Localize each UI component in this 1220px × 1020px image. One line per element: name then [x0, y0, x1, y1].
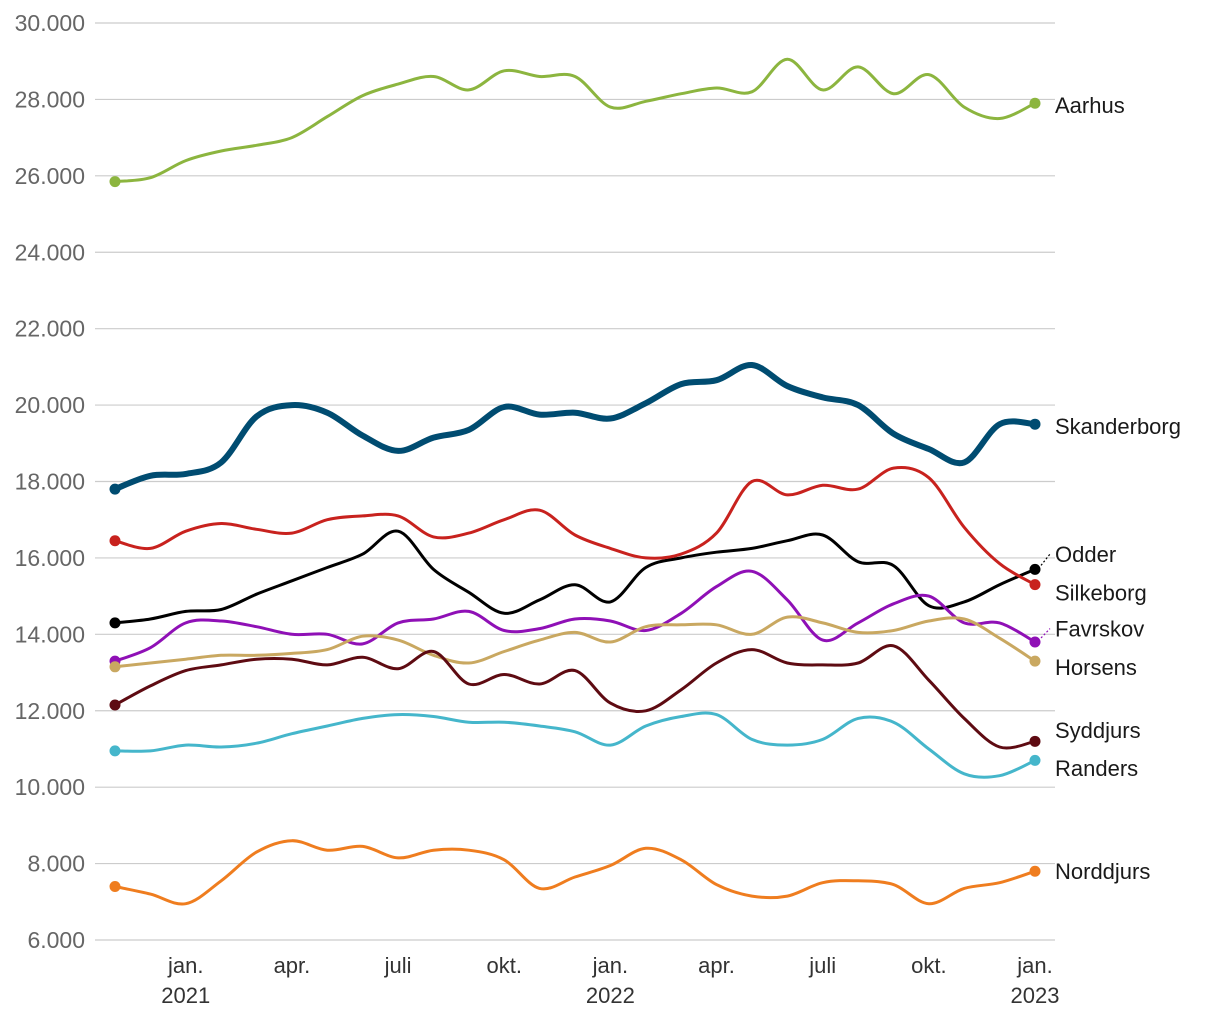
series-label-horsens: Horsens — [1055, 655, 1137, 680]
y-tick-label: 20.000 — [15, 392, 85, 418]
end-marker-silkeborg — [1029, 579, 1041, 591]
x-tick-label: okt. — [486, 953, 521, 978]
series-horsens — [109, 615, 1041, 673]
series-randers — [109, 711, 1041, 779]
series-label-randers: Randers — [1055, 756, 1138, 781]
y-tick-label: 30.000 — [15, 10, 85, 36]
start-marker-silkeborg — [109, 535, 121, 547]
series-line-randers — [113, 711, 1037, 779]
series-label-odder: Odder — [1055, 542, 1116, 567]
series-aarhus — [109, 57, 1041, 188]
x-tick-label: juli — [384, 953, 412, 978]
series-skanderborg — [109, 362, 1041, 495]
series-line-syddjurs — [113, 644, 1037, 750]
y-tick-label: 28.000 — [15, 86, 85, 112]
series-layer — [109, 57, 1041, 906]
series-norddjurs — [109, 839, 1041, 906]
x-tick-label: apr. — [274, 953, 311, 978]
end-marker-randers — [1029, 754, 1041, 766]
x-tick-label: apr. — [698, 953, 735, 978]
end-marker-horsens — [1029, 655, 1041, 667]
end-marker-syddjurs — [1029, 735, 1041, 747]
series-line-aarhus — [113, 57, 1037, 184]
end-marker-norddjurs — [1029, 865, 1041, 877]
x-tick-label: jan. — [1016, 953, 1052, 978]
y-tick-label: 10.000 — [15, 774, 85, 800]
y-tick-label: 14.000 — [15, 621, 85, 647]
x-tick-label: okt. — [911, 953, 946, 978]
end-marker-favrskov — [1029, 636, 1041, 648]
x-tick-year: 2021 — [161, 983, 210, 1008]
series-odder — [109, 529, 1041, 629]
x-tick-year: 2022 — [586, 983, 635, 1008]
y-tick-label: 12.000 — [15, 698, 85, 724]
series-line-favrskov — [113, 569, 1037, 663]
y-tick-label: 26.000 — [15, 163, 85, 189]
end-labels: Aarhus Skanderborg Odder Silkeborg Favrskov H… — [1040, 93, 1181, 884]
series-label-syddjurs: Syddjurs — [1055, 718, 1141, 743]
series-line-silkeborg — [113, 465, 1037, 587]
label-connector-odder — [1040, 553, 1051, 566]
x-tick-label: jan. — [167, 953, 203, 978]
series-silkeborg — [109, 465, 1041, 591]
y-tick-label: 22.000 — [15, 316, 85, 342]
x-tick-label: jan. — [592, 953, 628, 978]
y-tick-label: 18.000 — [15, 469, 85, 495]
start-marker-odder — [109, 617, 121, 629]
x-axis-ticks: jan. 2021 apr. juli okt. jan. 2022 apr. juli okt.… — [161, 953, 1059, 1008]
start-marker-randers — [109, 745, 121, 757]
start-marker-skanderborg — [109, 483, 121, 495]
label-connector-favrskov — [1040, 628, 1051, 639]
series-line-norddjurs — [113, 839, 1037, 906]
grid-layer — [95, 22, 1055, 941]
series-syddjurs — [109, 644, 1041, 750]
x-tick-year: 2023 — [1011, 983, 1060, 1008]
y-tick-label: 8.000 — [27, 851, 85, 877]
y-tick-label: 16.000 — [15, 545, 85, 571]
y-axis-ticks: 6.000 8.000 10.000 12.000 14.000 16.000 18.000… — [15, 10, 85, 953]
end-marker-skanderborg — [1029, 418, 1041, 430]
y-tick-label: 24.000 — [15, 239, 85, 265]
start-marker-syddjurs — [109, 699, 121, 711]
series-label-aarhus: Aarhus — [1055, 93, 1125, 118]
start-marker-horsens — [109, 661, 121, 673]
series-line-skanderborg — [112, 362, 1038, 493]
series-label-skanderborg: Skanderborg — [1055, 414, 1181, 439]
end-marker-odder — [1029, 563, 1041, 575]
x-tick-label: juli — [808, 953, 836, 978]
series-label-silkeborg: Silkeborg — [1055, 580, 1147, 605]
series-label-favrskov: Favrskov — [1055, 617, 1144, 642]
series-label-norddjurs: Norddjurs — [1055, 859, 1150, 884]
series-line-horsens — [113, 615, 1037, 669]
end-marker-aarhus — [1029, 97, 1041, 109]
start-marker-aarhus — [109, 176, 121, 188]
series-line-odder — [113, 529, 1037, 625]
start-marker-norddjurs — [109, 881, 121, 893]
y-tick-label: 6.000 — [27, 927, 85, 953]
